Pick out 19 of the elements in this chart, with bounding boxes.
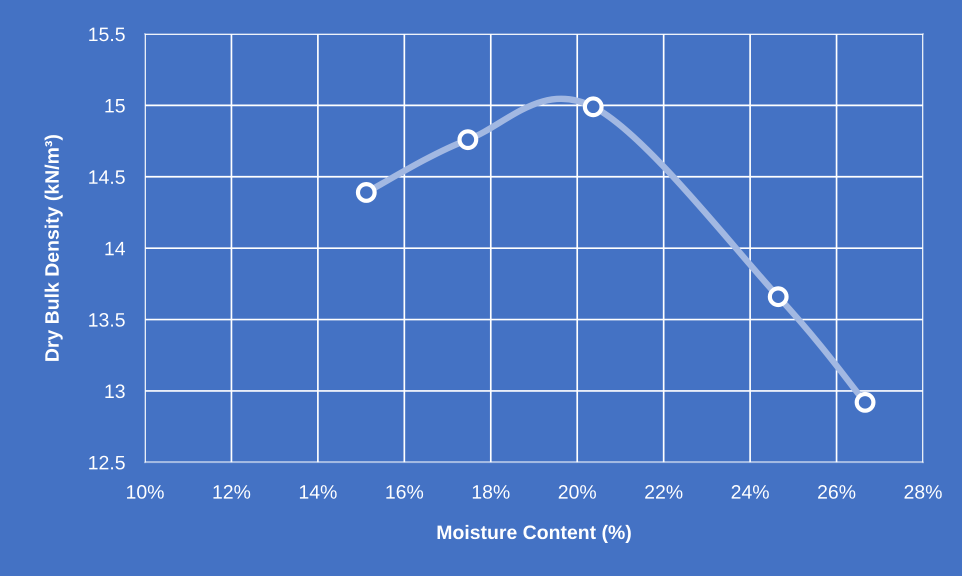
x-tick-label: 26%: [818, 485, 856, 499]
x-tick-label: 28%: [904, 485, 942, 499]
x-tick-label: 14%: [300, 485, 337, 499]
y-tick-label: 13: [105, 384, 125, 398]
y-tick-label: 15: [105, 99, 125, 113]
x-tick-label: 16%: [386, 485, 424, 499]
y-tick-label: 15.5: [89, 28, 125, 42]
x-tick-label: 12%: [213, 485, 250, 499]
y-tick-label: 14: [105, 242, 125, 256]
y-tick-label: 12.5: [89, 456, 125, 470]
x-tick-label: 24%: [732, 485, 769, 499]
x-tick-label: 18%: [472, 485, 510, 499]
x-tick-label: 10%: [127, 485, 164, 499]
x-tick-label: 20%: [558, 485, 596, 499]
y-tick-label: 13.5: [89, 313, 125, 327]
y-axis-title: Dry Bulk Density (kN/m³): [44, 135, 63, 361]
y-tick-label: 14.5: [89, 170, 125, 184]
x-tick-label: 22%: [645, 485, 682, 499]
x-axis-title: Moisture Content (%): [438, 524, 631, 543]
